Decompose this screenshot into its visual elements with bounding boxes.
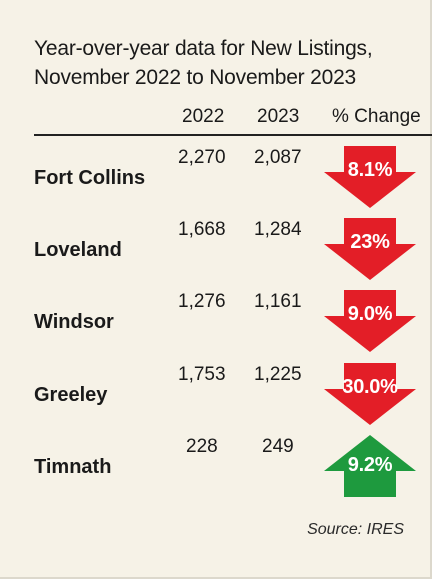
value-2022: 228 (186, 436, 218, 457)
value-2022: 2,270 (178, 147, 226, 168)
up-arrow-icon (324, 435, 416, 497)
title-line-1: Year-over-year data for New Listings, (34, 37, 373, 60)
value-2023: 1,161 (254, 291, 302, 312)
city-label: Windsor (34, 311, 114, 333)
percent-change-label: 23% (350, 231, 390, 253)
column-header-2022: 2022 (182, 106, 225, 127)
percent-change-label: 9.2% (347, 454, 393, 476)
value-2023: 1,225 (254, 364, 302, 385)
value-2023: 1,284 (254, 219, 302, 240)
column-header-2023: 2023 (257, 106, 300, 127)
value-2023: 249 (262, 436, 294, 457)
source-note: Source: IRES (307, 521, 404, 538)
column-header-change: % Change (332, 106, 421, 127)
value-2022: 1,276 (178, 291, 226, 312)
percent-change-label: 9.0% (347, 303, 393, 325)
value-2022: 1,668 (178, 219, 226, 240)
value-2022: 1,753 (178, 364, 226, 385)
down-arrow-icon (324, 146, 416, 208)
header-rule (34, 134, 432, 136)
city-label: Timnath (34, 456, 112, 478)
value-2023: 2,087 (254, 147, 302, 168)
city-label: Fort Collins (34, 167, 146, 189)
down-arrow-icon (324, 290, 416, 352)
percent-change-label: 30.0% (342, 376, 398, 398)
city-label: Loveland (34, 239, 122, 261)
down-arrow-icon (324, 363, 416, 425)
city-label: Greeley (34, 384, 108, 406)
percent-change-label: 8.1% (347, 159, 393, 181)
title-line-2: November 2022 to November 2023 (34, 66, 357, 89)
chart-title: Year-over-year data for New Listings, No… (34, 34, 414, 92)
down-arrow-icon (324, 218, 416, 280)
